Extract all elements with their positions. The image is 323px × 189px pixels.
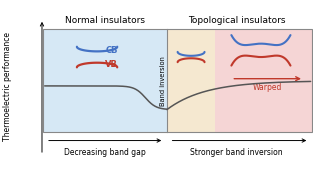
Text: Thermoelectric performance: Thermoelectric performance — [3, 33, 12, 141]
Text: Band inversion: Band inversion — [160, 56, 166, 106]
Bar — [43, 29, 167, 132]
Text: Stronger band inversion: Stronger band inversion — [191, 148, 283, 157]
Bar — [167, 29, 215, 132]
Text: VB: VB — [105, 60, 118, 69]
Text: Normal insulators: Normal insulators — [65, 16, 145, 25]
Text: Topological insulators: Topological insulators — [188, 16, 286, 25]
Text: Decreasing band gap: Decreasing band gap — [64, 148, 146, 157]
Text: CB: CB — [106, 46, 118, 55]
Bar — [215, 29, 312, 132]
Bar — [43, 29, 312, 132]
Text: Warped: Warped — [253, 83, 282, 92]
